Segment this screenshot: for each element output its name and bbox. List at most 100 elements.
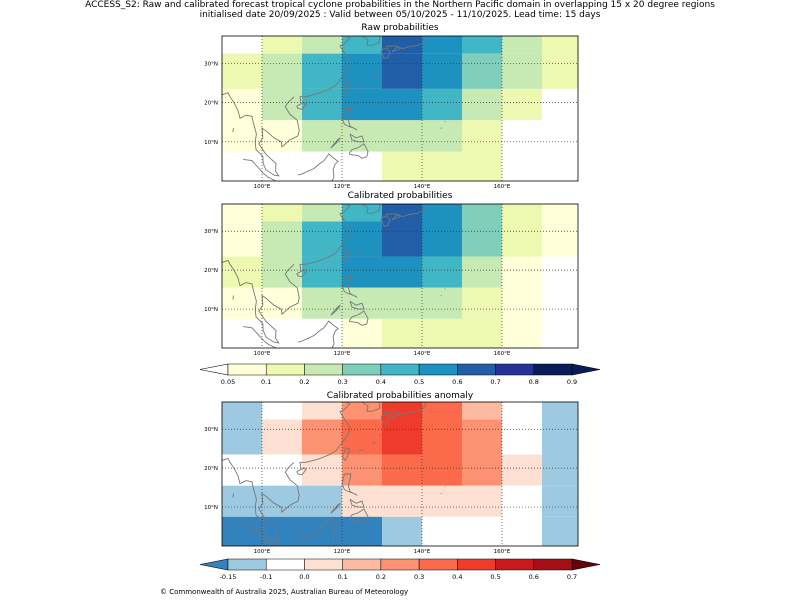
longitude-tick-label: 100°E	[254, 184, 271, 190]
calibrated-grid-cell	[222, 318, 262, 348]
raw-grid-cell	[502, 120, 542, 152]
coastline	[341, 108, 358, 131]
raw-grid-cell	[262, 88, 302, 121]
coastline	[243, 158, 277, 182]
raw-grid-cell	[262, 53, 302, 89]
coastline	[358, 251, 364, 254]
colorbar-segment	[418, 363, 458, 376]
raw-grid-cell	[222, 53, 262, 89]
coastline	[372, 441, 376, 445]
raw-grid-cell	[342, 88, 382, 121]
raw-map: 100°E 120°E 140°E 160°E 30°N 20°N 10°N	[204, 35, 579, 190]
coastline	[379, 68, 383, 71]
anomaly-grid-cell	[502, 516, 542, 546]
colorbar-segment	[495, 363, 535, 376]
anomaly-grid-cell	[462, 454, 502, 486]
colorbar-segment	[342, 558, 382, 571]
coastline	[232, 128, 235, 133]
coastline	[385, 36, 426, 49]
latitude-tick-label: 30°N	[204, 427, 218, 433]
colorbar-tick-label: 0.4	[376, 378, 386, 386]
anomaly-grid-cell	[462, 516, 502, 546]
colorbar-tick-label: 0.7	[567, 573, 577, 581]
raw-grid-cell	[542, 88, 578, 121]
colorbar-over-extension	[571, 558, 601, 571]
coastline	[348, 310, 369, 326]
coastline	[385, 402, 426, 415]
colorbar-segment	[533, 558, 573, 571]
colorbar-tick-label: -0.15	[220, 573, 237, 581]
coastline	[299, 401, 351, 469]
raw-grid-cell	[302, 88, 342, 121]
anomaly-grid-cell	[422, 402, 462, 420]
latitude-tick-label: 10°N	[204, 307, 218, 313]
colorbar-segment	[265, 363, 305, 376]
anomaly-grid-cell	[542, 419, 578, 455]
calibrated-grid-cell	[422, 221, 462, 257]
calibrated-grid-cell	[302, 221, 342, 257]
anomaly-grid-cell	[222, 516, 262, 546]
anomaly-grid-cell	[542, 516, 578, 546]
raw-grid-cell	[542, 120, 578, 152]
raw-grid-cell	[222, 151, 262, 181]
calibrated-grid-cell	[422, 318, 462, 348]
coastline	[361, 35, 381, 46]
longitude-tick-label: 140°E	[414, 351, 431, 357]
coastline	[379, 434, 383, 437]
coastline	[440, 294, 442, 297]
colorbar-segment	[533, 363, 573, 376]
coastline	[341, 447, 351, 462]
longitude-tick-label: 160°E	[494, 351, 511, 357]
coastline	[297, 518, 339, 547]
anomaly-panel-title: Calibrated probabilities anomaly	[326, 391, 474, 401]
anomaly-grid-cell	[302, 454, 342, 486]
coastline	[385, 204, 426, 217]
calibrated-grid-cell	[382, 287, 422, 319]
calibrated-grid-cell	[382, 318, 422, 348]
anomaly-map: 100°E 120°E 140°E 160°E 30°N 20°N 10°N	[204, 401, 579, 555]
calibrated-grid-cell	[342, 204, 382, 222]
anomaly-grid-cell	[542, 485, 578, 517]
anomaly-grid-cell	[542, 454, 578, 486]
raw-grid-cell	[342, 36, 382, 54]
longitude-tick-label: 140°E	[414, 549, 431, 555]
anomaly-grid-cell	[262, 402, 302, 420]
calibrated-grid-cell	[262, 204, 302, 222]
colorbar-segment	[304, 363, 343, 376]
raw-grid-cell	[262, 36, 302, 54]
coastline	[221, 457, 300, 542]
raw-grid-cell	[382, 151, 422, 181]
latitude-tick-label: 30°N	[204, 61, 218, 67]
colorbar-tick-label: -0.1	[260, 573, 273, 581]
coastline	[348, 508, 369, 524]
calibrated-grid-cell	[502, 256, 542, 288]
colorbar-tick-label: 0.3	[414, 573, 424, 581]
anomaly-grid-cell	[462, 485, 502, 517]
anomaly-grid-cell	[262, 419, 302, 455]
copyright-notice: © Commonwealth of Australia 2025, Austra…	[160, 588, 409, 596]
colorbar-tick-label: 0.8	[529, 378, 539, 386]
longitude-tick-label: 100°E	[254, 351, 271, 357]
calibrated-grid-cell	[382, 256, 422, 288]
colorbar-tick-label: 0.6	[529, 573, 539, 581]
anomaly-grid-cell	[342, 454, 382, 486]
raw-grid-cell	[462, 151, 502, 181]
latitude-tick-label: 20°N	[204, 466, 218, 472]
calibrated-grid-cell	[342, 256, 382, 288]
calibrated-grid-cell	[262, 256, 302, 288]
longitude-tick-label: 120°E	[334, 549, 351, 555]
longitude-tick-label: 120°E	[334, 184, 351, 190]
calibrated-grid-cell	[302, 318, 342, 348]
raw-grid-cell	[302, 53, 342, 89]
raw-grid-cell	[222, 36, 262, 54]
colorbar-segment	[304, 558, 343, 571]
coastline	[358, 83, 364, 86]
colorbar-segment	[418, 558, 458, 571]
raw-grid-cell	[462, 36, 502, 54]
anomaly-grid-cell	[422, 516, 462, 546]
coastline	[348, 143, 369, 159]
calibrated-grid-cell	[422, 287, 462, 319]
coastline	[330, 137, 341, 149]
colorbar-segment	[380, 558, 420, 571]
coastline	[296, 269, 307, 278]
